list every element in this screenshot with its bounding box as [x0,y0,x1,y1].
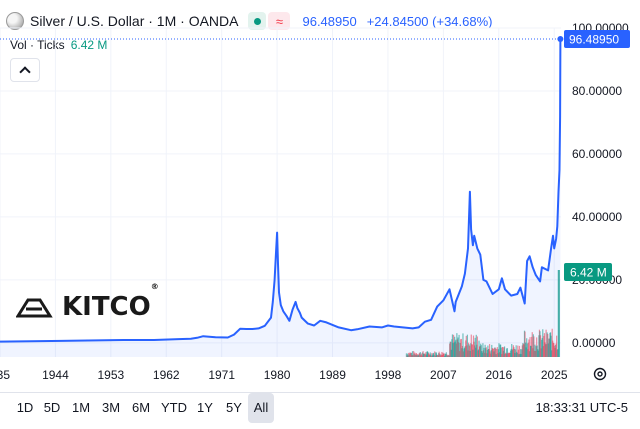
time-zone-clock[interactable]: 18:33:31 UTC-5 [535,400,629,415]
volume-bar [482,343,484,357]
volume-bar [518,345,521,357]
last-price: 96.48950 [302,13,357,29]
volume-bar [503,346,506,357]
volume-bar [498,343,500,357]
time-range-bar: 1D 5D 1M 3M 6M YTD 1Y 5Y All 18:33:31 UTC-5 [0,392,640,429]
time-range-5d[interactable]: 5D [43,400,61,415]
collapse-legend-button[interactable] [10,58,40,82]
volume-bar [542,329,544,357]
volume-bar [558,270,560,357]
volume-bar [405,353,408,357]
x-tick-label: 1971 [208,368,235,382]
x-tick-label: 1962 [153,368,180,382]
y-tick-label: 40.00000 [572,210,622,224]
volume-bar [495,348,497,357]
volume-bar [545,329,547,357]
volume-bar [520,349,522,357]
x-tick-label: 2007 [430,368,457,382]
symbol-title[interactable]: Silver / U.S. Dollar · 1M · OANDA [30,13,239,29]
price-area [0,39,561,357]
volume-bar [434,351,436,357]
volume-bar [406,353,409,357]
volume-bar [460,338,462,357]
volume-bar [458,334,460,357]
time-range-6m[interactable]: 6M [131,400,151,415]
time-range-1m[interactable]: 1M [71,400,91,415]
x-tick-label: 1953 [97,368,124,382]
volume-bar [466,334,468,357]
volume-bar [430,354,432,357]
volume-bar [534,344,536,357]
volume-bar [411,351,414,357]
volume-bar [476,336,478,357]
market-status[interactable]: ≈ [248,12,291,30]
volume-bar [506,348,508,357]
last-price-dot [557,36,564,43]
price-line[interactable] [0,39,562,343]
volume-bar [485,347,487,357]
volume-bar [441,351,443,357]
volume-bar [528,339,530,357]
volume-bar [419,352,421,357]
volume-bar [515,345,517,357]
price-badge-label: 96.48950 [569,33,619,47]
kitco-registered-mark: ® [150,282,159,291]
kitco-logo-word: KITCO [62,292,151,322]
x-tick-label: 1989 [319,368,346,382]
volume-bar [431,352,433,357]
volume-bar [550,335,552,357]
price-chart[interactable]: 0.0000020.0000040.0000060.0000080.000001… [0,0,640,392]
y-tick-label: 60.00000 [572,147,622,161]
volume-badge [564,263,612,281]
price-badge [564,30,630,49]
volume-value: 6.42 M [70,38,108,52]
delayed-data-indicator[interactable]: ≈ [268,12,291,30]
x-tick-label: 1980 [264,368,291,382]
x-tick-label: 935 [0,368,10,382]
y-tick-label: 80.00000 [572,84,622,98]
time-range-1y[interactable]: 1Y [197,400,213,415]
volume-bar [474,337,476,357]
time-range-5y[interactable]: 5Y [226,400,242,415]
volume-badge-label: 6.42 M [570,266,607,280]
volume-bar [531,332,533,357]
time-range-3m[interactable]: 3M [101,400,121,415]
market-open-indicator[interactable] [248,12,267,30]
kitco-logo: KITCO® [16,282,159,322]
volume-bar [450,341,452,357]
time-range-ytd[interactable]: YTD [161,400,187,415]
x-tick-label: 1998 [375,368,402,382]
x-tick-label: 1944 [42,368,69,382]
volume-bar [488,344,491,357]
green-dot-icon [253,17,261,25]
volume-bar [533,336,535,357]
volume-bar [539,335,542,357]
volume-bar [517,349,519,357]
volume-label[interactable]: Vol · Ticks [10,38,65,52]
y-tick-label: 0.00000 [572,336,616,350]
volume-bar [414,352,416,357]
x-tick-label: 2025 [541,368,568,382]
volume-bar [483,347,485,357]
kitco-logo-text: KITCO® [62,282,159,322]
x-tick-label: 2016 [485,368,512,382]
volume-bar [432,352,435,357]
volume-bar [420,353,422,357]
volume-bar [443,353,445,357]
chart-header: Silver / U.S. Dollar · 1M · OANDA ≈ 96.4… [6,10,493,32]
silver-coin-icon [6,12,24,30]
chart-settings-gear-icon[interactable] [592,366,608,382]
volume-bar [462,333,464,357]
volume-bar [500,347,502,357]
kitco-logo-icon [16,298,53,318]
time-range-all[interactable]: All [248,393,274,423]
time-range-1d[interactable]: 1D [16,400,34,415]
price-change: +24.84500 (+34.68%) [366,13,493,29]
volume-bar [556,335,558,357]
volume-bar [496,347,498,357]
volume-legend: Vol · Ticks 6.42 M [10,38,107,52]
